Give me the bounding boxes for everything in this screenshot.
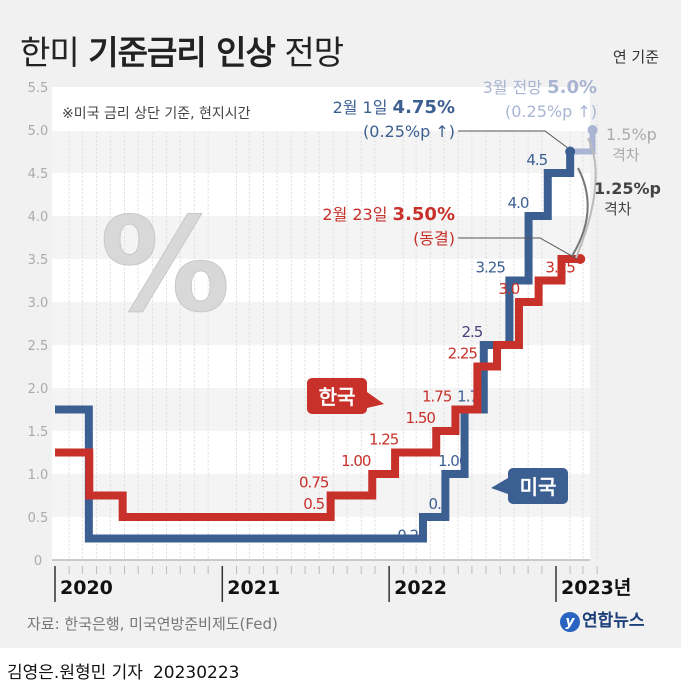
y-tick-label: 1.0 <box>28 468 49 483</box>
data-label-korea: 3.0 <box>498 280 519 298</box>
us-projection-annotation-change: (0.25%p ↑) <box>505 102 597 121</box>
y-tick-label: 5.0 <box>28 124 49 139</box>
x-tick-label: 2023년 <box>561 577 631 599</box>
credit-authors: 김영은.원형민 기자 <box>7 663 143 683</box>
korea-leader-line <box>458 237 578 260</box>
data-label-us: 4.5 <box>526 151 547 169</box>
y-tick-label: 0 <box>34 554 42 569</box>
source-note: 자료: 한국은행, 미국연방준비제도(Fed) <box>27 615 278 633</box>
y-tick-label: 3.0 <box>28 296 49 311</box>
page-title: 한미 기준금리 인상 전망 <box>20 26 344 74</box>
us-latest-annotation-change: (0.25%p ↑) <box>363 122 455 141</box>
legend-us-pointer <box>491 478 508 494</box>
footnote: ※미국 금리 상단 기준, 현지시간 <box>62 106 251 122</box>
data-label-korea: 1.00 <box>341 452 371 470</box>
data-label-korea: 1.75 <box>422 388 452 406</box>
series-line-us <box>55 151 575 543</box>
legend-us-box <box>508 468 568 504</box>
legend-korea-label: 한국 <box>319 385 356 409</box>
data-label-us: 1.00 <box>438 452 468 470</box>
grid-band <box>52 130 590 173</box>
data-label-korea: 0.5 <box>303 495 324 513</box>
title-bold: 기준금리 인상 <box>88 33 276 72</box>
gap-current-label: 격차 <box>604 200 632 218</box>
us-projection-annotation-title: 3월 전망 5.0% <box>483 77 597 98</box>
y-tick-label: 1.5 <box>28 425 49 440</box>
us-latest-point <box>565 146 576 157</box>
percent-decoration-icon: % <box>100 189 230 341</box>
y-tick-label: 2.5 <box>28 339 49 354</box>
data-label-us: 0.5 <box>429 495 450 513</box>
legend-korea-box <box>307 378 367 414</box>
data-label-korea: 0.75 <box>299 474 329 492</box>
credit: 김영은.원형민 기자 20230223 <box>7 658 239 683</box>
grid-band <box>52 431 590 474</box>
rate-chart: 0 0.5 1.0 1.5 2.0 2.5 3.0 3.5 4.0 4.5 5.0 5.5 2020 20… <box>28 77 661 602</box>
credit-date: 20230223 <box>152 663 240 683</box>
data-label-korea: 3.25 <box>545 259 575 277</box>
x-tick-label: 2020 <box>60 577 113 599</box>
korea-latest-annotation-title: 2월 23일 3.50% <box>322 204 455 225</box>
unit-note: 연 기준 <box>612 48 659 66</box>
y-tick-label: 3.5 <box>28 253 49 268</box>
gap-projected-value: 1.5%p <box>606 125 657 144</box>
data-label-us: 2.5 <box>461 323 482 341</box>
gap-current-value: 1.25%p <box>594 179 661 198</box>
us-latest-annotation-title: 2월 1일 4.75% <box>333 97 455 118</box>
data-label-korea: 2.25 <box>448 345 478 363</box>
y-tick-label: 4.5 <box>28 167 49 182</box>
data-label-korea: 1.25 <box>369 431 399 449</box>
logo-mark-icon: y <box>560 612 580 632</box>
x-tick-label: 2021 <box>227 577 280 599</box>
data-label-us: 1.75 <box>457 388 487 406</box>
projection-point <box>587 125 598 135</box>
series-line-korea <box>55 255 581 521</box>
y-tick-label: 4.0 <box>28 210 49 225</box>
title-prefix: 한미 <box>20 33 80 72</box>
gap-projected-brace <box>575 137 597 259</box>
legend-us-label: 미국 <box>520 475 557 499</box>
footer: 김영은.원형민 기자 20230223 <box>0 648 681 690</box>
legend-korea-pointer <box>367 392 384 408</box>
us-leader-line <box>458 130 568 148</box>
logo-text: 연합뉴스 <box>582 611 645 631</box>
y-tick-label: 2.0 <box>28 382 49 397</box>
x-tick-label: 2022 <box>394 577 447 599</box>
gap-projected-label: 격차 <box>612 146 640 164</box>
korea-latest-annotation-change: (동결) <box>413 229 455 248</box>
data-label-us: 4.0 <box>508 194 529 212</box>
note-box <box>52 93 590 131</box>
korea-latest-point <box>575 254 586 264</box>
data-label-korea: 1.50 <box>406 409 436 427</box>
data-label-us: 0.25 <box>397 527 427 545</box>
gap-current-brace <box>571 167 589 257</box>
data-label-us: 3.25 <box>475 259 505 277</box>
y-tick-label: 5.5 <box>28 81 49 96</box>
y-tick-label: 0.5 <box>28 511 49 526</box>
title-suffix: 전망 <box>284 33 344 72</box>
yonhap-logo: y 연합뉴스 <box>560 606 645 632</box>
